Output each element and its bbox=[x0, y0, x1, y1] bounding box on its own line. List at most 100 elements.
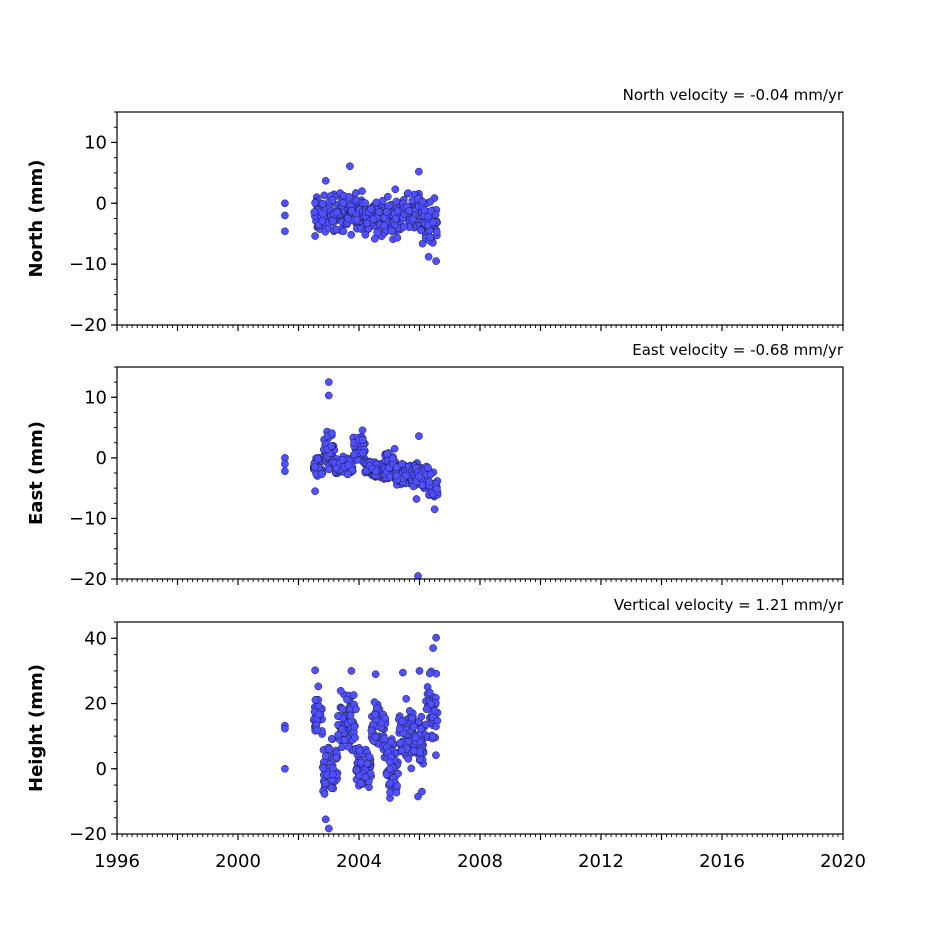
data-point bbox=[412, 495, 421, 503]
data-point bbox=[324, 378, 333, 386]
data-point bbox=[430, 505, 439, 514]
data-point bbox=[381, 714, 389, 722]
data-point bbox=[318, 199, 327, 208]
data-point bbox=[371, 733, 380, 741]
data-point bbox=[347, 667, 356, 675]
data-point bbox=[424, 252, 433, 261]
data-point bbox=[318, 216, 327, 225]
data-point bbox=[390, 444, 399, 453]
data-point bbox=[370, 698, 379, 706]
data-point bbox=[426, 470, 435, 479]
data-point bbox=[328, 770, 337, 779]
data-point bbox=[281, 467, 289, 476]
data-point bbox=[367, 205, 375, 213]
data-point bbox=[327, 442, 336, 450]
data-point bbox=[425, 477, 434, 486]
data-point bbox=[427, 700, 435, 708]
data-point bbox=[414, 572, 422, 579]
data-point bbox=[346, 162, 354, 171]
data-point bbox=[404, 189, 413, 198]
data-point bbox=[314, 710, 323, 719]
data-point bbox=[394, 769, 402, 778]
data-point bbox=[311, 199, 319, 207]
data-point bbox=[392, 471, 401, 480]
data-point bbox=[418, 787, 426, 796]
data-point bbox=[429, 732, 437, 741]
data-point bbox=[334, 712, 342, 721]
data-point bbox=[343, 695, 351, 704]
data-point bbox=[328, 429, 336, 438]
data-point bbox=[432, 228, 441, 236]
data-point bbox=[405, 207, 414, 215]
data-point bbox=[387, 738, 395, 747]
data-points bbox=[281, 162, 441, 265]
data-point bbox=[432, 485, 441, 493]
data-point bbox=[358, 426, 367, 435]
data-point bbox=[332, 225, 341, 234]
data-point bbox=[383, 450, 392, 458]
x-tick-label: 2004 bbox=[336, 851, 382, 872]
data-point bbox=[398, 459, 407, 468]
y-tick-label: 0 bbox=[96, 759, 107, 780]
data-point bbox=[345, 193, 354, 201]
data-point bbox=[395, 724, 404, 733]
data-point bbox=[427, 207, 435, 215]
data-point bbox=[429, 644, 437, 652]
data-point bbox=[385, 765, 394, 773]
y-axis-label: East (mm) bbox=[26, 421, 47, 525]
data-point bbox=[344, 461, 353, 469]
data-point bbox=[347, 206, 356, 215]
y-axis-label: North (mm) bbox=[26, 160, 47, 278]
data-point bbox=[351, 733, 359, 742]
x-tick-label: 2020 bbox=[820, 851, 866, 872]
panel-2: 10 0 −10 −20 East velocity = -0.68 mm/yr East… bbox=[26, 341, 844, 590]
data-point bbox=[321, 176, 330, 185]
data-point bbox=[391, 185, 400, 194]
data-point bbox=[425, 669, 434, 678]
data-points bbox=[281, 633, 442, 833]
data-point bbox=[281, 227, 289, 236]
data-point bbox=[432, 257, 440, 265]
data-point bbox=[358, 187, 366, 195]
data-point bbox=[327, 784, 336, 793]
data-point bbox=[365, 753, 374, 761]
data-point bbox=[352, 705, 360, 714]
data-point bbox=[392, 197, 401, 206]
x-tick-label: 2016 bbox=[699, 851, 745, 872]
data-point bbox=[407, 764, 416, 773]
data-point bbox=[332, 208, 341, 217]
data-point bbox=[343, 470, 352, 479]
data-point bbox=[382, 208, 391, 216]
data-point bbox=[281, 764, 289, 773]
x-tick-label: 2012 bbox=[578, 851, 624, 872]
data-point bbox=[281, 211, 289, 220]
panel-title: North velocity = -0.04 mm/yr bbox=[623, 86, 844, 104]
data-point bbox=[350, 722, 359, 731]
data-point bbox=[344, 742, 353, 751]
data-point bbox=[318, 470, 326, 479]
data-point bbox=[415, 472, 423, 481]
data-point bbox=[432, 669, 441, 678]
data-point bbox=[429, 218, 437, 227]
data-point bbox=[358, 436, 367, 444]
data-point bbox=[355, 746, 364, 755]
data-point bbox=[344, 214, 352, 223]
panel-title: Vertical velocity = 1.21 mm/yr bbox=[614, 596, 844, 614]
data-point bbox=[415, 432, 423, 440]
data-point bbox=[281, 724, 289, 733]
data-point bbox=[409, 722, 418, 731]
data-point bbox=[372, 467, 380, 476]
x-tick-label: 2000 bbox=[215, 851, 261, 872]
data-point bbox=[408, 215, 417, 224]
data-point bbox=[418, 197, 427, 206]
data-point bbox=[328, 217, 337, 225]
x-tick-label: 2008 bbox=[457, 851, 503, 872]
data-point bbox=[332, 464, 341, 473]
data-point bbox=[311, 232, 319, 240]
y-axis-label: Height (mm) bbox=[26, 664, 47, 792]
y-tick-label: 0 bbox=[96, 448, 107, 469]
data-point bbox=[349, 691, 358, 699]
data-point bbox=[387, 227, 396, 235]
data-point bbox=[324, 391, 333, 400]
